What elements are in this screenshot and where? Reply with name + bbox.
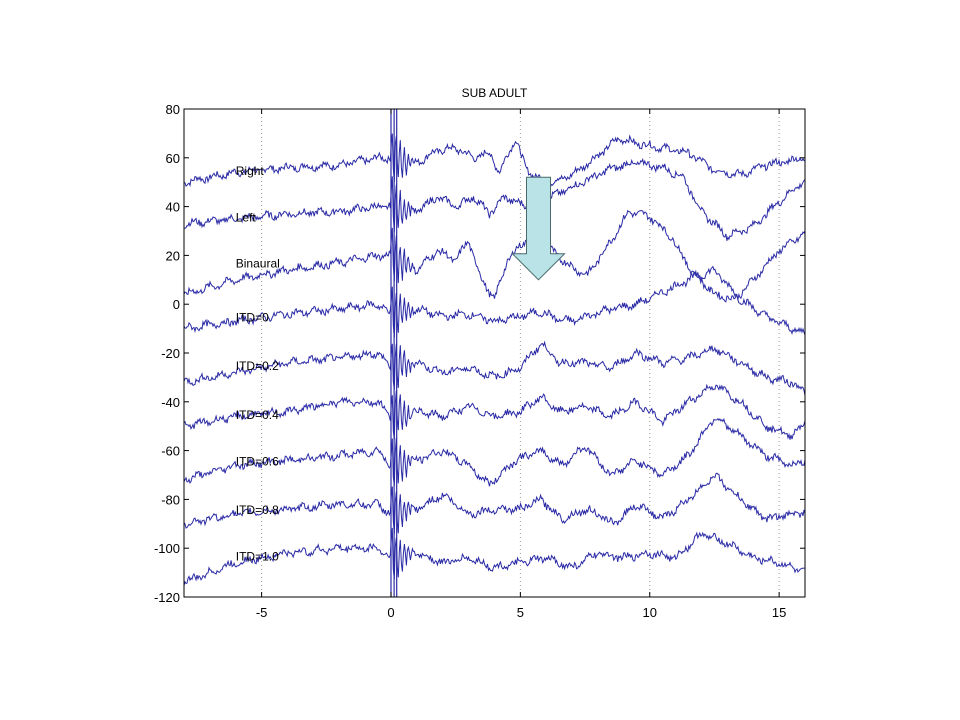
x-axis-ticks: -5 0 5 10 15 [256,109,786,620]
trace-line [183,209,806,303]
y-tick-label: 60 [166,151,180,166]
trace-line [183,340,806,396]
trace-label: Right [236,164,265,178]
trace-label: ITD=0.2 [236,359,279,373]
down-arrow-icon [511,176,566,281]
y-tick-label: 80 [166,102,180,117]
y-tick-label: 0 [173,297,180,312]
arrow-shape [511,176,566,281]
trace-lines [183,133,806,586]
y-tick-label: -40 [161,395,180,410]
trace-line [183,527,805,586]
trace-label: Left [236,210,257,224]
trace-label: ITD=0 [236,310,269,324]
y-tick-label: -20 [161,346,180,361]
y-tick-label: -120 [154,590,180,605]
trace-label: Binaural [236,257,280,271]
trace-labels: Right Left Binaural ITD=0 ITD=0.2 ITD=0.4 ITD=… [236,164,280,564]
trace-label: ITD=0.6 [236,454,279,468]
x-tick-label: 15 [772,605,786,620]
stimulus-artifact [390,109,398,597]
trace-line [184,157,806,241]
trace-label: ITD=1.0 [236,550,279,564]
trace-line [183,133,806,188]
x-tick-label: 10 [643,605,657,620]
x-tick-label: 0 [387,605,394,620]
y-tick-label: -60 [161,444,180,459]
trace-label: ITD=0.8 [236,503,279,517]
y-tick-label: -100 [154,541,180,556]
trace-line [183,472,806,534]
y-axis-ticks: 80 60 40 20 0 -20 -40 -60 -80 -100 -120 [154,102,805,605]
x-tick-label: -5 [256,605,268,620]
x-tick-label: 5 [517,605,524,620]
trace-line [183,383,806,440]
trace-label: ITD=0.4 [236,408,279,422]
trace-line [183,417,806,487]
chart-title: SUB ADULT [462,86,528,100]
y-tick-label: 40 [166,200,180,215]
plot-frame [183,108,806,598]
y-tick-label: -80 [161,492,180,507]
trace-line [183,265,806,338]
y-tick-label: 20 [166,248,180,263]
